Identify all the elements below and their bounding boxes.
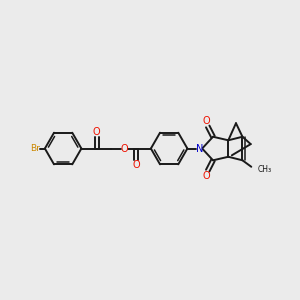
Text: O: O (202, 171, 210, 181)
Text: O: O (202, 116, 210, 126)
Text: N: N (196, 143, 203, 154)
Text: O: O (93, 127, 100, 137)
Text: O: O (132, 160, 140, 170)
Text: O: O (121, 143, 128, 154)
Text: Br: Br (30, 144, 40, 153)
Text: CH₃: CH₃ (257, 165, 271, 174)
